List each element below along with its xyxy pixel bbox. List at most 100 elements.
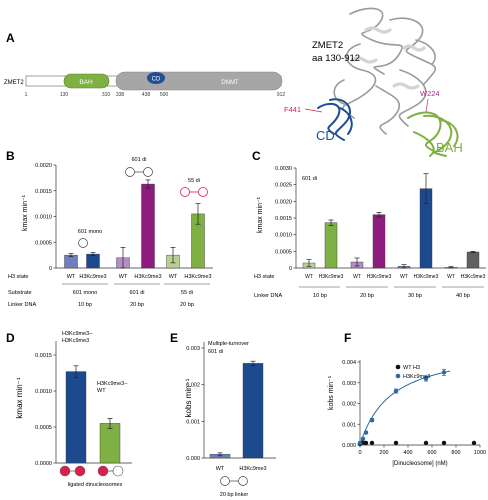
bah-domain-label: BAH: [79, 79, 93, 86]
row-label-substrate: Substrate: [8, 290, 32, 296]
data-point-h3kc9me3: [363, 430, 369, 435]
panel-b-chart: B kmax min⁻¹ 0 0.0005 0.0010 0.0015 0.0020 6…: [6, 149, 213, 308]
y-tick-label: 0.001: [342, 422, 356, 428]
linker-label: 30 bp: [408, 293, 422, 299]
bar: [466, 251, 480, 269]
linker-label: 20 bp: [180, 302, 194, 308]
bar: [65, 371, 87, 464]
error-bar: [448, 266, 454, 269]
y-tick-label: 0.004: [342, 360, 356, 366]
panel-letter-f: F: [344, 331, 351, 345]
annotation-line1: Multiple-turnover: [208, 341, 249, 347]
ss-dinucleosome-icon: [180, 187, 208, 197]
x-tick-label: 0: [358, 450, 361, 456]
data-point-wt: [393, 440, 399, 446]
y-tick-label: 0.000: [342, 443, 356, 449]
residue-f441-label: F441: [284, 105, 301, 114]
error-bar: [170, 247, 176, 264]
data-point-h3kc9me3: [423, 376, 429, 381]
y-tick-label: 0: [289, 266, 292, 272]
bar: [64, 254, 78, 269]
error-bar: [73, 365, 79, 378]
bar-labels: WT H3Kc9me3 WT H3Kc9me3 WT H3Kc9me3 WT H3Kc9me3: [305, 274, 485, 280]
bar-label: WT: [353, 274, 361, 280]
bar2-label-line2: WT: [97, 388, 106, 394]
linker-label: 40 bp: [456, 293, 470, 299]
panel-d-chart: D kmax min⁻¹ 0.0000 0.0005 0.0010 0.0015 H3…: [6, 331, 132, 488]
position-label: 310: [102, 92, 111, 98]
x-tick-label: 1000: [474, 450, 486, 456]
residue-f441-pointer: [304, 108, 323, 113]
error-bar: [376, 211, 382, 218]
row-label-h3-state: H3 state: [8, 274, 28, 280]
dnmt-ribbon: [333, 7, 437, 135]
y-tick-label: 0.0015: [35, 353, 52, 359]
y-axis-ticks: 0.000 0.001 0.002 0.003 0.004: [342, 360, 360, 449]
legend: WT H3 H3Kc9me3: [395, 364, 430, 380]
bar-label: H3Kc9me3: [134, 274, 161, 280]
bar-labels: WT H3Kc9me3 WT H3Kc9me3 WT H3Kc9me3: [67, 274, 212, 280]
panel-letter-b: B: [6, 149, 15, 163]
panel-letter-a: A: [6, 31, 15, 45]
y-tick-label: 0.0015: [275, 216, 292, 222]
y-tick-label: 0.0010: [35, 389, 52, 395]
linker-label: 20 bp: [130, 302, 144, 308]
error-bar: [195, 203, 201, 225]
y-axis-ticks: 0.000 0.001 0.002 0.003: [186, 346, 204, 462]
legend-marker-wt: [395, 364, 401, 370]
panel-c-chart: C kmax min⁻¹ 0 0.0005 0.0010 0.0015 0.0020 0.…: [252, 149, 486, 299]
protein-name: ZMET2: [4, 80, 24, 86]
bar-label: WT: [305, 274, 313, 280]
bar-labels: WT H3Kc9me3: [216, 466, 267, 472]
residue-w224-label: W224: [420, 89, 440, 98]
position-label: 912: [277, 92, 286, 98]
ligated-dinucleosome-icons: [59, 465, 124, 477]
y-tick-label: 0.0015: [35, 189, 52, 195]
data-point-h3kc9me3: [441, 370, 447, 375]
y-tick-label: 0.0005: [35, 240, 52, 246]
linker-labels: 10 bp 20 bp 30 bp 40 bp: [299, 286, 484, 299]
y-axis-label: kmax min⁻¹: [257, 196, 264, 233]
substrate-label: 55 di: [181, 290, 193, 296]
bar-label: WT: [400, 274, 408, 280]
position-label: 438: [142, 92, 151, 98]
error-bar: [217, 452, 223, 457]
linker-label: 20 bp: [360, 293, 374, 299]
position-label: 130: [60, 92, 69, 98]
x-axis-label: 20 bp linker: [220, 492, 249, 498]
fit-curve: [359, 370, 451, 446]
error-bar: [107, 418, 113, 429]
y-axis-label: kmax min⁻¹: [22, 194, 29, 231]
x-tick-label: 200: [379, 450, 388, 456]
bar: [141, 183, 155, 269]
error-bar: [145, 179, 151, 189]
bar: [372, 214, 386, 269]
residue-w224-pointer: [425, 98, 429, 113]
cd-domain: [147, 72, 165, 84]
cd-domain-label: CD: [152, 77, 161, 83]
bar-label: WT: [169, 274, 178, 280]
y-tick-label: 0.003: [186, 346, 200, 352]
y-tick-label: 0.0000: [35, 461, 52, 467]
y-axis-ticks: 0 0.0005 0.0010 0.0015 0.0020: [35, 163, 56, 272]
bars: [64, 179, 205, 269]
data-point-wt: [363, 440, 369, 446]
panel-letter-e: E: [170, 331, 178, 345]
data-point-wt: [369, 440, 375, 446]
panel-f-chart: F kobs min⁻¹ 0.000 0.001 0.002 0.003 0.004 0…: [328, 331, 486, 467]
y-tick-label: 0.0010: [275, 233, 292, 239]
annotation-di: 601 di: [132, 157, 147, 163]
bar-label: H3Kc9me3: [414, 274, 439, 280]
x-tick-label: 600: [427, 450, 436, 456]
bah-ribbon: [407, 111, 459, 157]
substrate-label: 601 mono: [73, 290, 97, 296]
bars: [302, 173, 480, 269]
data-point-wt: [471, 440, 477, 446]
panel-letter-d: D: [6, 331, 15, 345]
group-labels: 601 mono 601 di 55 di 10 bp 20 bp 20 bp: [62, 283, 210, 308]
structure-title-name: ZMET2: [312, 40, 343, 51]
x-tick-label: 800: [451, 450, 460, 456]
error-bar: [401, 264, 407, 269]
bars: [209, 360, 264, 459]
data-point-wt: [441, 440, 447, 446]
